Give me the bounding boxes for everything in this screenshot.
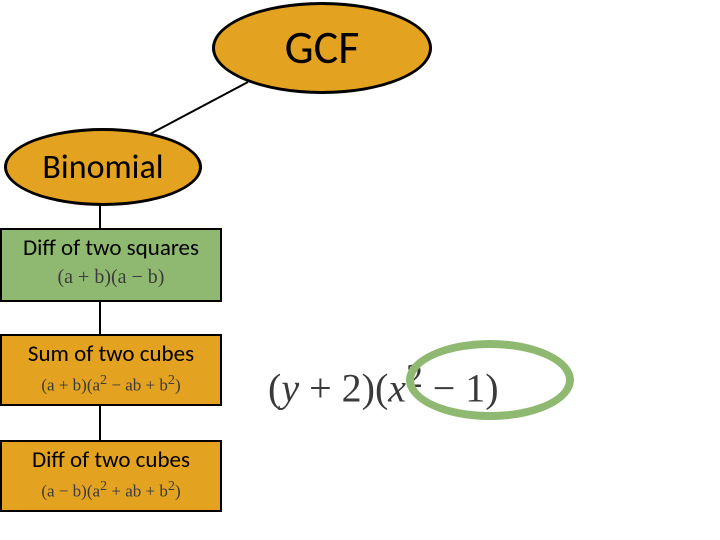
gcf-label: GCF [285, 20, 360, 76]
sum-two-cubes-title: Sum of two cubes [28, 340, 194, 368]
diff-two-cubes: Diff of two cubes (a − b)(a2 + ab + b2) [0, 440, 222, 512]
binomial-node: Binomial [4, 128, 202, 206]
binomial-label: Binomial [42, 147, 163, 188]
gcf-node: GCF [212, 2, 432, 94]
sum-two-cubes-formula: (a + b)(a2 − ab + b2) [41, 372, 180, 396]
diff-two-squares-title: Diff of two squares [23, 234, 199, 262]
diff-two-cubes-title: Diff of two cubes [32, 446, 190, 474]
diff-two-squares: Diff of two squares (a + b)(a − b) [0, 228, 222, 302]
diff-two-cubes-formula: (a − b)(a2 + ab + b2) [41, 478, 180, 502]
highlight-ring-1 [410, 344, 570, 416]
sum-two-cubes: Sum of two cubes (a + b)(a2 − ab + b2) [0, 334, 222, 406]
diff-two-squares-formula: (a + b)(a − b) [58, 266, 165, 289]
